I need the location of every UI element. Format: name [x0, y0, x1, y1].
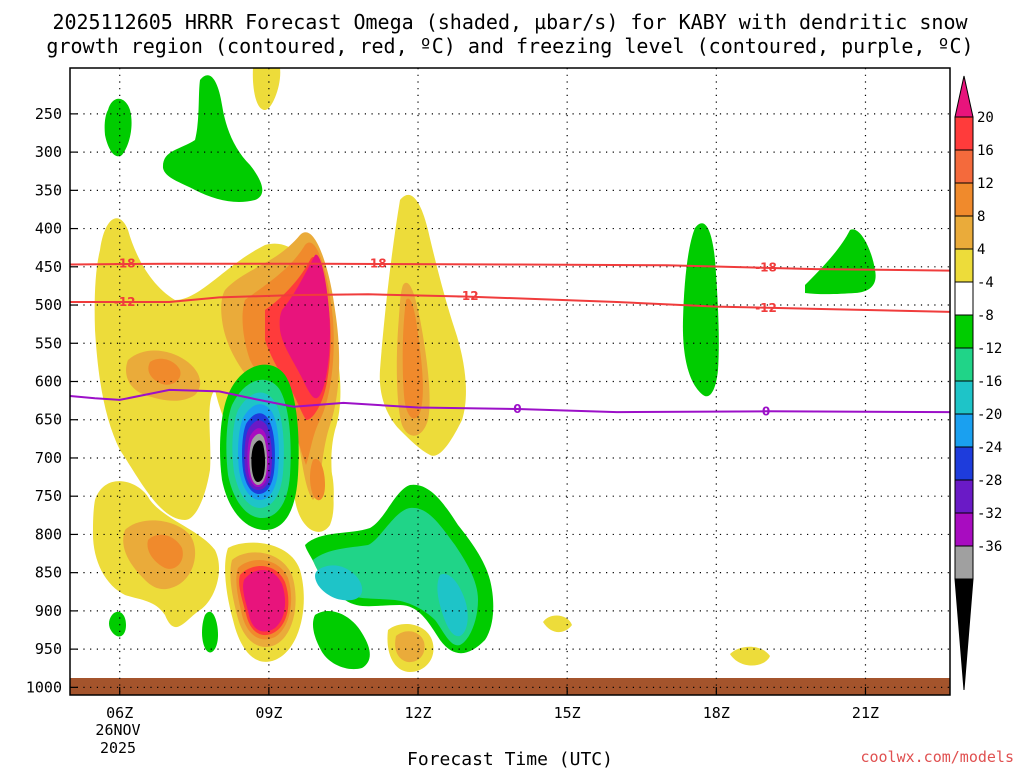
colorbar-label-3: 8: [977, 209, 985, 225]
isotherm-label-6: 0: [513, 402, 521, 416]
omega-region-gold-12z-low: [395, 631, 425, 663]
colorbar-bin-8: [954, 380, 974, 415]
chart-title-line-1: 2025112605 HRRR Forecast Omega (shaded, …: [52, 10, 968, 34]
colorbar-bin-13: [954, 545, 974, 580]
colorbar-bin-6: [954, 314, 974, 349]
omega-region-green-21z: [805, 229, 876, 295]
credit-text: coolwx.com/models: [860, 748, 1014, 766]
isotherm-label-5: -12: [755, 301, 777, 315]
colorbar-label-13: -36: [977, 539, 1002, 555]
omega-region-green-6z-top: [104, 98, 132, 157]
y-tick-label-650: 650: [35, 411, 62, 429]
colorbar: 20 16 12 8 4 -4 -8 -12 -16 -20 -24 -28 -32 -36: [954, 75, 1002, 691]
y-tick-label-900: 900: [35, 602, 62, 620]
colorbar-bin-5: [954, 281, 974, 316]
isotherm-line-2: [70, 388, 950, 414]
colorbar-bin-9: [954, 413, 974, 448]
omega-region-yellow-top: [252, 68, 281, 110]
colorbar-bin-7: [954, 347, 974, 382]
colorbar-label-6: -8: [977, 308, 994, 324]
omega-shaded-field: [92, 68, 876, 672]
colorbar-label-2: 12: [977, 176, 994, 192]
y-tick-label-950: 950: [35, 640, 62, 658]
omega-region-teal-12z-low: [313, 507, 478, 646]
omega-region-orange-7z-low: [147, 534, 183, 569]
colorbar-label-5: -4: [977, 275, 994, 291]
omega-region-orange-10z-low: [310, 459, 325, 501]
y-tick-label-800: 800: [35, 525, 62, 543]
omega-region-green-8z-low: [202, 611, 218, 653]
x-axis-title: Forecast Time (UTC): [407, 749, 613, 768]
omega-region-magenta-9z-low: [243, 569, 286, 632]
colorbar-bin-4: [954, 248, 974, 283]
x-date-label-year: 2025: [100, 739, 136, 757]
isotherm-label-1: 18: [370, 257, 387, 271]
y-tick-label-400: 400: [35, 220, 62, 238]
colorbar-bin-1: [954, 149, 974, 184]
omega-region-orange-12z: [402, 298, 423, 419]
omega-region-yellow-15z: [543, 615, 572, 633]
y-tick-label-1000: 1000: [26, 678, 62, 696]
colorbar-bin-2: [954, 182, 974, 217]
x-tick-label-12Z: 12Z: [404, 704, 431, 722]
y-tick-label-450: 450: [35, 258, 62, 276]
colorbar-bottom-arrow: [954, 578, 974, 691]
colorbar-label-8: -16: [977, 374, 1002, 390]
y-tick-label-700: 700: [35, 449, 62, 467]
omega-region-cyan-11z: [315, 565, 363, 601]
colorbar-bin-0: [954, 116, 974, 151]
colorbar-bin-12: [954, 512, 974, 547]
colorbar-bin-3: [954, 215, 974, 250]
y-tick-label-300: 300: [35, 143, 62, 161]
omega-region-orange-7z: [148, 358, 181, 385]
colorbar-top-arrow: [954, 75, 974, 118]
omega-region-green-11z-low: [312, 610, 370, 670]
colorbar-label-12: -32: [977, 506, 1002, 522]
x-tick-label-21Z: 21Z: [852, 704, 879, 722]
x-tick-label-15Z: 15Z: [554, 704, 581, 722]
omega-region-magenta-10z: [279, 254, 330, 399]
y-tick-label-850: 850: [35, 564, 62, 582]
x-date-label-day: 26NOV: [95, 721, 140, 739]
omega-region-yellow-19z: [730, 646, 770, 666]
isotherm-line-1: [70, 293, 950, 313]
colorbar-bin-10: [954, 446, 974, 481]
colorbar-label-0: 20: [977, 110, 994, 126]
y-tick-label-600: 600: [35, 373, 62, 391]
plot-area: -18 18 -18 -12 -12 -12 0 0: [70, 68, 950, 695]
y-tick-label-550: 550: [35, 334, 62, 352]
isotherm-label-0: -18: [114, 257, 136, 271]
omega-region-black-9z: [251, 440, 266, 482]
x-tick-label-18Z: 18Z: [703, 704, 730, 722]
omega-region-green-6z-low: [109, 611, 126, 637]
chart-title-line-2: growth region (contoured, red, ºC) and f…: [46, 34, 973, 58]
x-tick-label-09Z: 09Z: [255, 704, 282, 722]
isotherm-line-0: [70, 262, 950, 272]
isotherm-lines: -18 18 -18 -12 -12 -12 0 0: [70, 257, 950, 418]
colorbar-label-7: -12: [977, 341, 1002, 357]
x-axis: 06Z 09Z 12Z 15Z 18Z 21Z: [106, 687, 879, 722]
ground-level-bar: [70, 678, 950, 695]
colorbar-label-10: -24: [977, 440, 1002, 456]
y-tick-label-350: 350: [35, 181, 62, 199]
omega-region-green-8z-top: [162, 75, 263, 202]
y-axis: 250 300 350 400 450 500 550 600 650 700 750 800 850 9…: [26, 105, 78, 696]
isotherm-label-7: 0: [762, 404, 770, 418]
y-tick-label-500: 500: [35, 296, 62, 314]
omega-region-green-18z: [682, 223, 719, 397]
x-tick-label-06Z: 06Z: [106, 704, 133, 722]
omega-region-cyan-13z: [437, 574, 468, 637]
isotherm-label-4: -12: [457, 289, 479, 303]
y-tick-label-750: 750: [35, 487, 62, 505]
y-tick-label-250: 250: [35, 105, 62, 123]
isotherm-label-2: -18: [755, 261, 777, 275]
colorbar-label-4: 4: [977, 242, 985, 258]
colorbar-label-1: 16: [977, 143, 994, 159]
colorbar-label-9: -20: [977, 407, 1002, 423]
isotherm-label-3: -12: [114, 295, 136, 309]
colorbar-bin-11: [954, 479, 974, 514]
colorbar-label-11: -28: [977, 473, 1002, 489]
